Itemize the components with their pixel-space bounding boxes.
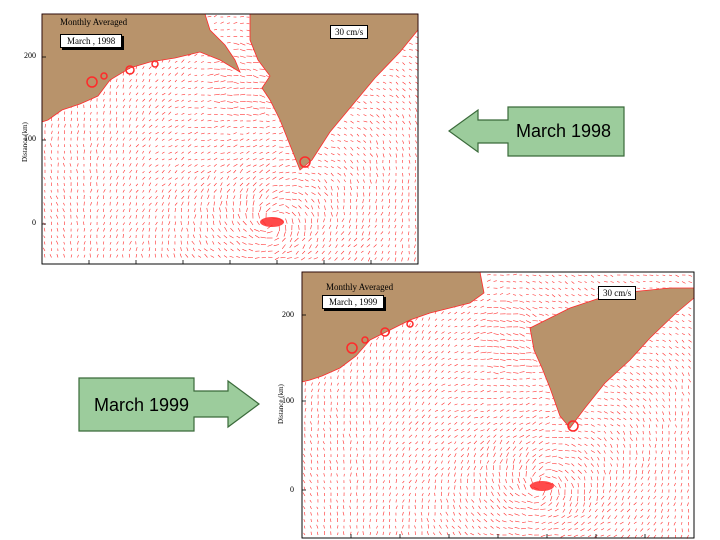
date-label: March , 1998 — [60, 34, 123, 48]
coastal-vortex — [151, 60, 159, 68]
y-tick-0: 0 — [290, 485, 294, 494]
coastal-vortex — [567, 420, 579, 432]
callout-arrow-1999 — [78, 377, 261, 432]
panel-1999: Monthly Averaged March , 1999 30 cm/s Di… — [270, 268, 720, 540]
y-tick-0: 0 — [32, 218, 36, 227]
coastal-vortex — [125, 65, 135, 75]
coastal-vortex — [346, 342, 358, 354]
eddy-core — [260, 217, 284, 227]
panel-title: Monthly Averaged — [60, 17, 128, 27]
coastal-vortex — [100, 72, 108, 80]
panel-title: Monthly Averaged — [326, 282, 394, 292]
callout-label-1998: March 1998 — [516, 121, 612, 141]
y-tick-100: 100 — [282, 396, 294, 405]
callout-label-1999: March 1999 — [94, 395, 190, 415]
vector-field-1999 — [301, 271, 695, 539]
y-tick-200: 200 — [24, 51, 36, 60]
coastal-vortex — [361, 336, 369, 344]
coastal-vortex — [406, 320, 414, 328]
left-arrow-shape — [448, 106, 625, 157]
coastal-vortex — [380, 327, 390, 337]
y-tick-100: 100 — [24, 134, 36, 143]
right-arrow-shape — [78, 377, 261, 432]
y-tick-200: 200 — [282, 310, 294, 319]
coastal-vortex — [86, 76, 98, 88]
velocity-scale: 30 cm/s — [330, 25, 369, 39]
eddy-core — [530, 481, 554, 491]
coastline-east — [249, 13, 419, 171]
panel-1998: Monthly Averaged March , 1998 30 cm/s Di… — [0, 0, 420, 270]
velocity-scale: 30 cm/s — [598, 286, 637, 300]
coastal-vortex — [299, 156, 311, 168]
callout-arrow-1998 — [448, 106, 625, 157]
date-label: March , 1999 — [322, 295, 385, 309]
